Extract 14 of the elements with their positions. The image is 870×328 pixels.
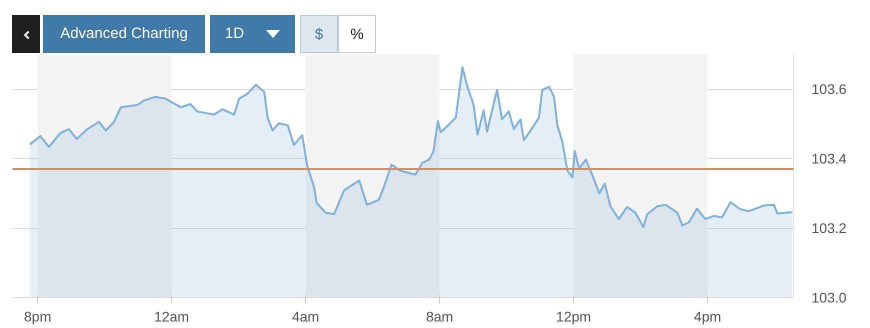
y-tick-label: 103.4: [812, 150, 847, 167]
x-tick-label: 12pm: [556, 308, 592, 324]
text: 1D: [210, 15, 295, 53]
y-tick-label: 103.6: [812, 81, 847, 98]
x-tick-label: 4am: [292, 308, 320, 324]
y-tick-label: 103.2: [812, 220, 847, 236]
y-tick-label: 103.0: [812, 290, 847, 306]
text: %: [338, 15, 376, 53]
x-tick-label: 4pm: [694, 308, 722, 324]
x-tick-label: 8am: [426, 308, 454, 324]
x-tick-label: 12am: [154, 308, 190, 324]
x-tick-label: 8pm: [24, 308, 52, 324]
text: Advanced Charting: [43, 15, 205, 53]
text: $: [300, 15, 338, 53]
